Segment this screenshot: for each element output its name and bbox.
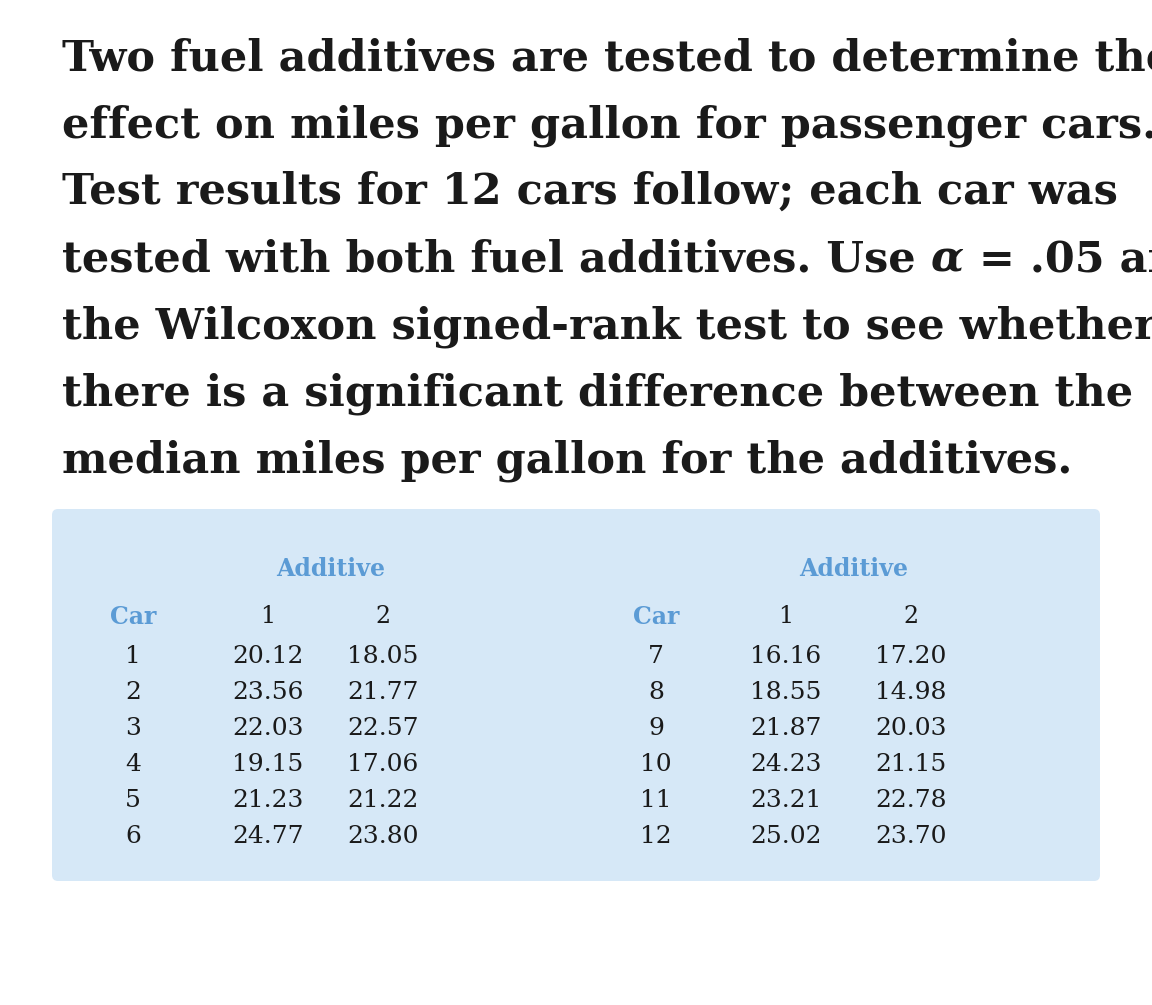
Text: 23.56: 23.56 (233, 681, 304, 704)
Text: 24.77: 24.77 (233, 825, 304, 848)
Text: effect on miles per gallon for passenger cars.: effect on miles per gallon for passenger… (62, 104, 1152, 147)
Text: 12: 12 (641, 825, 672, 848)
Text: 23.80: 23.80 (347, 825, 418, 848)
Text: Car: Car (632, 605, 680, 629)
Text: 11: 11 (641, 789, 672, 812)
Text: there is a significant difference between the: there is a significant difference betwee… (62, 372, 1134, 414)
Text: 21.77: 21.77 (347, 681, 418, 704)
Text: 21.15: 21.15 (876, 753, 947, 776)
Text: Additive: Additive (276, 557, 385, 581)
Text: 2: 2 (903, 605, 918, 628)
Text: 23.21: 23.21 (750, 789, 821, 812)
Text: 1: 1 (260, 605, 275, 628)
Text: 1: 1 (779, 605, 794, 628)
Text: 17.20: 17.20 (876, 645, 947, 668)
Text: 20.12: 20.12 (233, 645, 304, 668)
Text: α: α (931, 238, 964, 280)
Text: 2: 2 (376, 605, 391, 628)
Text: Car: Car (109, 605, 157, 629)
Text: 10: 10 (641, 753, 672, 776)
Text: 9: 9 (649, 717, 664, 740)
Text: 19.15: 19.15 (233, 753, 304, 776)
Text: Additive: Additive (799, 557, 908, 581)
Text: 4: 4 (126, 753, 141, 776)
Text: 8: 8 (649, 681, 664, 704)
Text: 18.05: 18.05 (347, 645, 418, 668)
Text: 22.57: 22.57 (347, 717, 418, 740)
Text: 20.03: 20.03 (876, 717, 947, 740)
Text: 21.22: 21.22 (347, 789, 418, 812)
Text: 24.23: 24.23 (750, 753, 821, 776)
Text: Two fuel additives are tested to determine their: Two fuel additives are tested to determi… (62, 37, 1152, 79)
Text: = .05 and: = .05 and (964, 238, 1152, 280)
Text: 7: 7 (649, 645, 664, 668)
Text: 22.78: 22.78 (876, 789, 947, 812)
Text: 22.03: 22.03 (233, 717, 304, 740)
Text: 21.87: 21.87 (750, 717, 821, 740)
Text: 21.23: 21.23 (233, 789, 304, 812)
Text: 5: 5 (126, 789, 141, 812)
Text: 6: 6 (126, 825, 141, 848)
Text: median miles per gallon for the additives.: median miles per gallon for the additive… (62, 439, 1073, 481)
Text: tested with both fuel additives. Use: tested with both fuel additives. Use (62, 238, 931, 280)
Text: 18.55: 18.55 (750, 681, 821, 704)
Text: the Wilcoxon signed-rank test to see whether: the Wilcoxon signed-rank test to see whe… (62, 305, 1152, 348)
Text: 1: 1 (126, 645, 141, 668)
Text: 23.70: 23.70 (876, 825, 947, 848)
Text: 2: 2 (126, 681, 141, 704)
Text: 17.06: 17.06 (347, 753, 418, 776)
Text: Test results for 12 cars follow; each car was: Test results for 12 cars follow; each ca… (62, 171, 1117, 213)
Text: 14.98: 14.98 (876, 681, 947, 704)
Text: 3: 3 (126, 717, 141, 740)
FancyBboxPatch shape (52, 509, 1100, 881)
Text: 16.16: 16.16 (750, 645, 821, 668)
Text: 25.02: 25.02 (750, 825, 821, 848)
